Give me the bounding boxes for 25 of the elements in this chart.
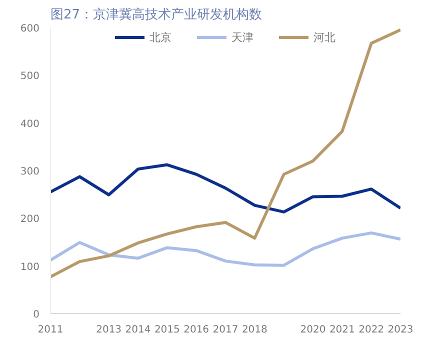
legend-label: 天津 [232,30,254,44]
x-tick-label: 2017 [212,324,238,336]
x-tick-label: 2014 [125,324,151,336]
line-series [50,163,400,214]
x-tick-label: 2011 [38,324,64,336]
y-tick-label: 300 [20,166,40,178]
legend-label: 河北 [314,30,336,44]
x-tick-label: 2021 [329,324,355,336]
y-tick-label: 200 [20,214,40,226]
y-tick-label: 600 [20,24,40,34]
x-tick-label: 2020 [300,324,326,336]
x-tick-label: 2016 [184,324,210,336]
x-tick-label: 2022 [358,324,384,336]
chart-title: 图27：京津冀高技术产业研发机构数 [50,6,262,22]
y-tick-label: 400 [20,118,40,130]
y-tick-label: 500 [20,71,40,82]
x-tick-label: 2013 [96,324,122,336]
line-series [50,231,400,267]
legend-label: 北京 [150,30,172,44]
y-tick-label: 0 [33,310,40,320]
x-tick-label: 2023 [388,324,414,336]
x-tick-label: 2015 [154,324,180,336]
line-series [50,28,400,278]
y-tick-label: 100 [20,262,40,273]
x-tick-label: 2018 [242,324,268,336]
